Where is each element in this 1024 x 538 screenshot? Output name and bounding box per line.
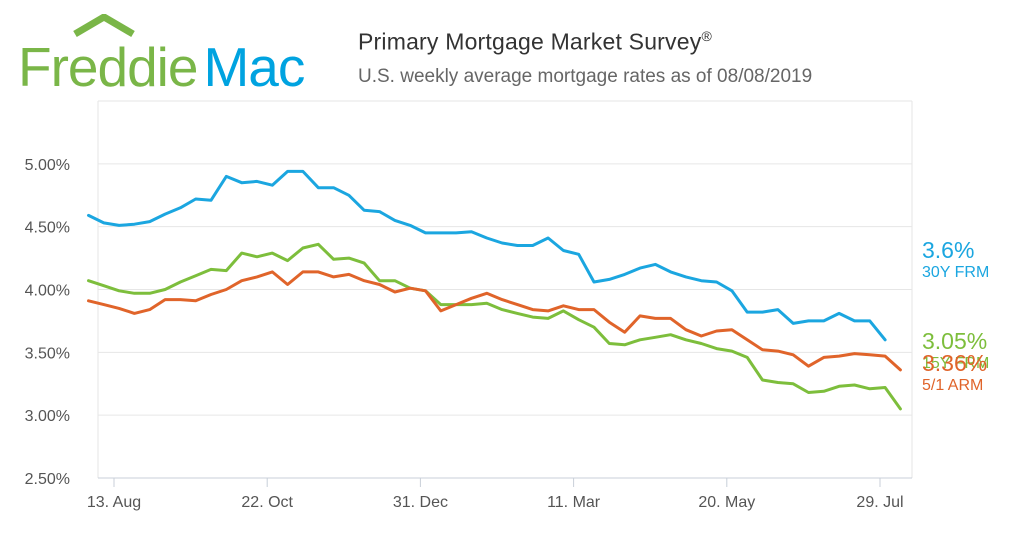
x-tick-label: 22. Oct [241, 494, 293, 511]
series-line-5-1-arm [87, 270, 902, 372]
latest-30y-frm: 3.6% 30Y FRM [922, 237, 989, 283]
freddie-mac-logo-svg: Freddie Mac [18, 14, 306, 94]
latest-15y-frm: 3.05% 15Y FRM [922, 328, 989, 374]
y-tick-label: 4.50% [25, 220, 70, 237]
x-tick-label: 31. Dec [393, 494, 448, 511]
house-roof-icon [73, 14, 135, 38]
y-tick-label: 2.50% [25, 471, 70, 488]
axis-layer: 2.50% 3.00% 3.50% 4.00% 4.50% 5.00% 13. Aug 22.… [25, 157, 912, 511]
series-layer [87, 169, 902, 411]
y-tick-label: 3.00% [25, 408, 70, 425]
y-tick-label: 3.50% [25, 345, 70, 362]
latest-value: 3.05% [922, 327, 988, 354]
latest-label: 5/1 ARM [922, 376, 984, 394]
latest-value: 3.6% [922, 236, 975, 263]
series-line-30y-frm [87, 169, 887, 342]
latest-label: 30Y FRM [922, 263, 990, 281]
series-line-15y-frm [87, 242, 902, 411]
latest-value: 3.36% [922, 349, 988, 376]
freddie-mac-logo: Freddie Mac [18, 14, 328, 94]
x-tick-label: 29. Jul [856, 494, 903, 511]
x-tick-label: 11. Mar [547, 494, 601, 511]
chart-title: Primary Mortgage Market Survey® [358, 28, 812, 56]
chart-title-text: Primary Mortgage Market Survey [358, 28, 702, 55]
registered-mark: ® [701, 28, 712, 44]
latest-label: 15Y FRM [922, 354, 990, 372]
latest-5-1-arm: 3.36% 5/1 ARM [922, 350, 987, 396]
y-tick-label: 4.00% [25, 283, 70, 300]
chart-subtitle: U.S. weekly average mortgage rates as of… [358, 65, 813, 87]
x-tick-label: 20. May [698, 494, 755, 511]
x-tick-label: 13. Aug [87, 494, 141, 511]
grid-layer [97, 100, 913, 478]
logo-word-freddie: Freddie [18, 36, 197, 94]
y-tick-label: 5.00% [25, 157, 70, 174]
logo-word-mac: Mac [203, 36, 304, 94]
chart-header: Primary Mortgage Market Survey® U.S. wee… [358, 28, 812, 88]
